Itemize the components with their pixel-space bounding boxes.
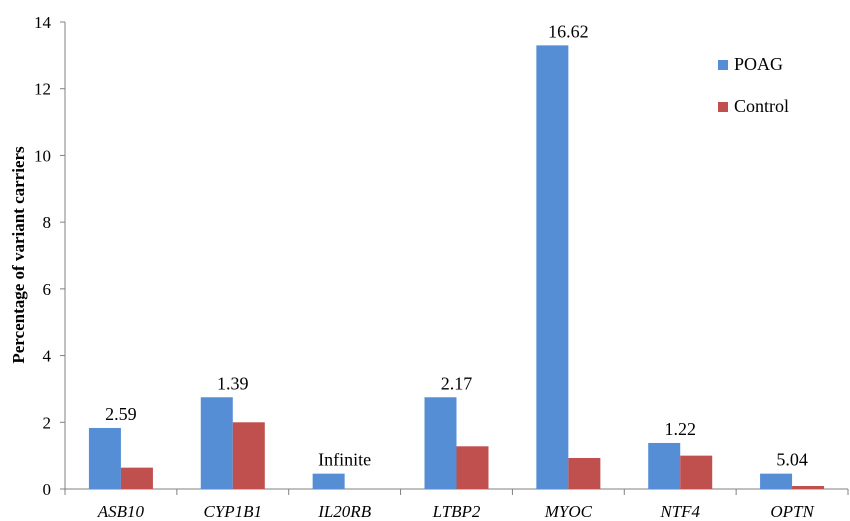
x-category-label: LTBP2 [432,502,481,521]
bar-control-asb10 [120,467,153,489]
data-label: 2.17 [441,373,473,393]
bar-poag-optn [760,473,793,489]
x-category-label: CYP1B1 [204,502,263,521]
bar-poag-myoc [536,45,569,489]
x-category-label: IL20RB [317,502,372,521]
x-category-label: MYOC [544,502,593,521]
data-label: 16.62 [548,21,589,41]
bar-poag-il20rb [312,473,345,489]
bar-poag-ltbp2 [424,397,457,489]
bar-poag-ntf4 [648,442,681,489]
y-tick-label: 10 [34,146,51,165]
bar-control-ntf4 [680,455,713,489]
data-label: 2.59 [105,404,137,424]
bar-poag-cyp1b1 [200,397,233,489]
y-tick-label: 6 [43,280,52,299]
bar-control-myoc [568,457,601,489]
legend-swatch-control [718,102,728,112]
y-axis-title: Percentage of variant carriers [9,146,28,364]
legend: POAG Control [718,54,789,116]
y-tick-label: 12 [34,80,51,99]
bar-control-optn [792,485,825,489]
y-axis: 0 2 4 6 8 10 12 14 [34,13,66,499]
bar-control-cyp1b1 [232,422,265,489]
x-category-label: ASB10 [97,502,145,521]
bar-poag-asb10 [88,427,121,489]
x-category-label: NTF4 [659,502,700,521]
legend-label-poag: POAG [734,54,783,74]
data-labels: 2.59 1.39 Infinite 2.17 16.62 1.22 5.04 [105,21,808,469]
legend-swatch-poag [718,60,728,70]
bar-control-ltbp2 [456,446,489,489]
x-axis: ASB10 CYP1B1 IL20RB LTBP2 MYOC NTF4 OPTN [64,488,849,521]
x-category-label: OPTN [770,502,815,521]
y-tick-label: 8 [43,213,52,232]
data-label: Infinite [318,450,371,470]
y-tick-label: 4 [43,347,52,366]
data-label: 1.22 [664,419,696,439]
y-tick-label: 14 [34,13,52,32]
bars [88,45,825,489]
legend-label-control: Control [734,96,789,116]
data-label: 1.39 [217,373,249,393]
data-label: 5.04 [776,450,808,470]
y-tick-label: 0 [43,480,52,499]
y-tick-label: 2 [43,413,52,432]
